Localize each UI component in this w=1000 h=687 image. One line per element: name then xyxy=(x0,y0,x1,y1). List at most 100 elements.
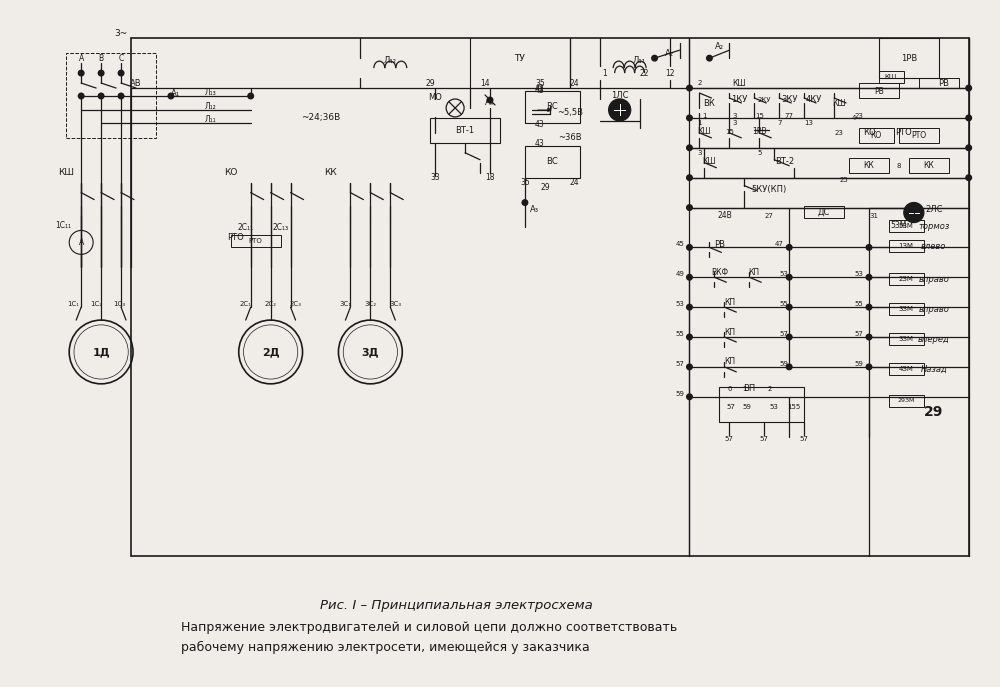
Text: A: A xyxy=(79,54,84,63)
Text: 23: 23 xyxy=(835,130,843,136)
Text: 1КУ: 1КУ xyxy=(731,95,748,104)
Circle shape xyxy=(966,85,971,91)
Text: 24: 24 xyxy=(570,78,580,87)
Text: ВТ-1: ВТ-1 xyxy=(456,126,475,135)
Text: 53: 53 xyxy=(780,271,789,278)
Text: 35: 35 xyxy=(520,178,530,187)
Text: тормоз: тормоз xyxy=(918,222,949,231)
Text: КП: КП xyxy=(724,297,735,306)
Text: 59: 59 xyxy=(743,404,752,409)
Text: вправо: вправо xyxy=(918,304,949,314)
Text: ТУ: ТУ xyxy=(515,54,525,63)
Text: B: B xyxy=(99,54,104,63)
Bar xyxy=(889,363,924,375)
Text: 29ЗМ: 29ЗМ xyxy=(897,398,915,403)
Text: 5: 5 xyxy=(757,150,761,156)
Text: РВ: РВ xyxy=(714,240,725,249)
Circle shape xyxy=(786,364,792,370)
Circle shape xyxy=(966,115,971,121)
Text: 3: 3 xyxy=(732,113,737,119)
Bar xyxy=(525,91,580,123)
Bar xyxy=(919,78,959,88)
Text: 15: 15 xyxy=(725,129,734,135)
Text: 57: 57 xyxy=(855,331,863,337)
Text: 33: 33 xyxy=(430,173,440,182)
Text: 1С₁: 1С₁ xyxy=(67,301,79,307)
Text: Л₁₃: Л₁₃ xyxy=(205,87,217,96)
Text: 3: 3 xyxy=(732,120,737,126)
Text: 4ЗМ: 4ЗМ xyxy=(898,366,913,372)
Bar xyxy=(889,303,924,315)
Text: КП: КП xyxy=(724,328,735,337)
Text: 3: 3 xyxy=(697,150,702,156)
Text: 55: 55 xyxy=(676,331,684,337)
Text: 23: 23 xyxy=(855,113,863,119)
Bar xyxy=(804,205,844,218)
Text: Назад: Назад xyxy=(920,364,947,374)
Text: 24: 24 xyxy=(570,178,580,187)
Circle shape xyxy=(78,70,84,76)
Text: 12: 12 xyxy=(665,69,674,78)
Text: 3С₃: 3С₃ xyxy=(389,301,401,307)
Circle shape xyxy=(687,364,692,370)
Text: C: C xyxy=(118,54,124,63)
Text: КК: КК xyxy=(864,161,874,170)
Text: 5КУ(КП): 5КУ(КП) xyxy=(752,185,787,194)
Text: 14: 14 xyxy=(480,78,490,87)
Text: 43: 43 xyxy=(535,85,545,95)
Text: 59: 59 xyxy=(855,361,863,367)
Text: вправо: вправо xyxy=(918,275,949,284)
Text: 35: 35 xyxy=(535,78,545,87)
Text: 53: 53 xyxy=(855,271,863,278)
Circle shape xyxy=(522,200,528,205)
Text: 59: 59 xyxy=(676,391,684,397)
Text: 1: 1 xyxy=(697,120,702,126)
Text: 2: 2 xyxy=(767,386,771,392)
Text: 43: 43 xyxy=(535,120,545,129)
Circle shape xyxy=(687,245,692,250)
Text: А₄: А₄ xyxy=(485,98,495,107)
Text: КШ: КШ xyxy=(832,100,846,109)
Circle shape xyxy=(78,93,84,99)
Text: 1Д: 1Д xyxy=(92,347,110,357)
Text: КП: КП xyxy=(749,268,760,277)
Text: 1С₁₁: 1С₁₁ xyxy=(55,221,71,230)
Text: Л₁₁: Л₁₁ xyxy=(633,56,646,65)
Text: 57: 57 xyxy=(800,436,809,442)
Text: 77: 77 xyxy=(785,113,794,119)
Text: 7: 7 xyxy=(777,120,781,126)
Text: 1РВ: 1РВ xyxy=(901,54,917,63)
Text: ВП: ВП xyxy=(743,384,755,394)
Text: 3~: 3~ xyxy=(114,29,128,38)
Text: 8: 8 xyxy=(897,163,901,169)
Text: вперед: вперед xyxy=(918,335,950,344)
Circle shape xyxy=(248,93,253,99)
Text: 1РВ: 1РВ xyxy=(752,127,767,136)
Text: ВК: ВК xyxy=(703,100,715,109)
Text: ВТ-2: ВТ-2 xyxy=(775,157,794,166)
Text: 3С₂: 3С₂ xyxy=(364,301,376,307)
Bar xyxy=(899,128,939,143)
Bar xyxy=(879,71,904,83)
Text: 3ЗМ: 3ЗМ xyxy=(898,336,913,342)
Bar xyxy=(525,146,580,178)
Text: КШ: КШ xyxy=(698,127,711,136)
Text: КО: КО xyxy=(863,128,875,137)
Text: 3ЗМ: 3ЗМ xyxy=(898,306,913,312)
Bar xyxy=(719,387,804,422)
Circle shape xyxy=(687,275,692,280)
Bar xyxy=(859,83,899,98)
Circle shape xyxy=(966,145,971,150)
Text: 53: 53 xyxy=(676,301,684,307)
Bar xyxy=(859,128,894,143)
Bar xyxy=(889,395,924,407)
Circle shape xyxy=(609,99,631,121)
Bar xyxy=(889,273,924,285)
Text: ВС: ВС xyxy=(546,157,558,166)
Text: 2С₁₁: 2С₁₁ xyxy=(238,223,254,232)
Text: 4: 4 xyxy=(852,115,856,121)
Text: ~5,5В: ~5,5В xyxy=(557,109,583,117)
Bar xyxy=(909,158,949,172)
Text: А₃: А₃ xyxy=(530,205,539,214)
Text: КШ: КШ xyxy=(703,157,716,166)
